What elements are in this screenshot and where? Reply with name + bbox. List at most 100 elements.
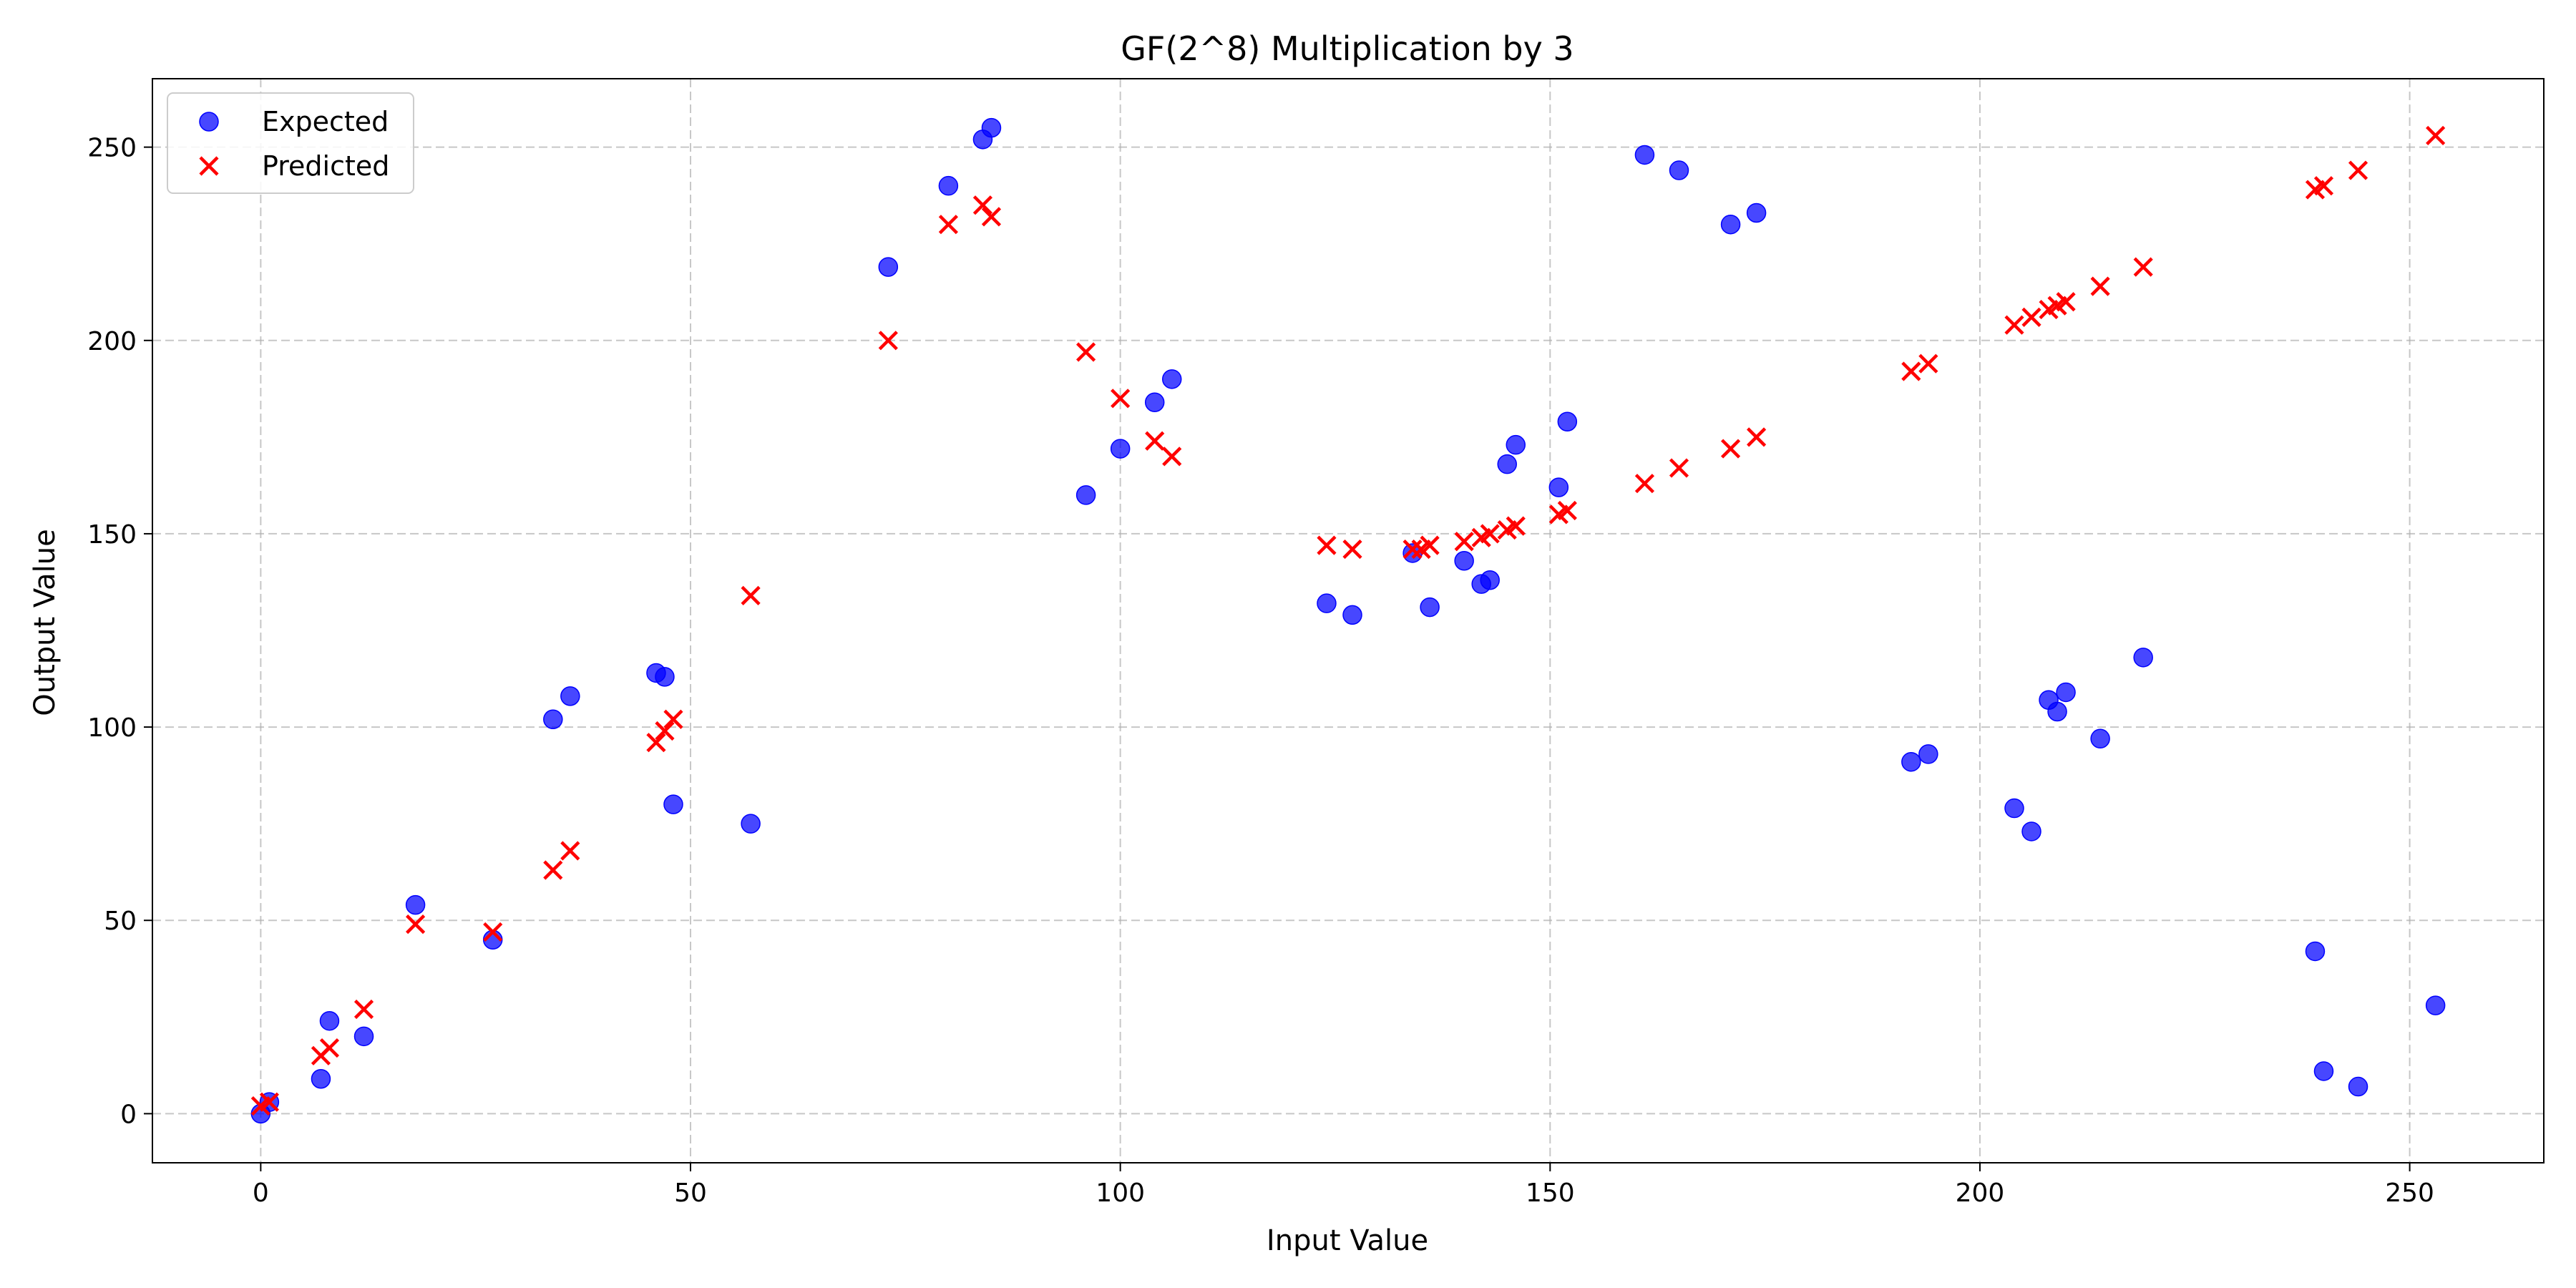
data-points xyxy=(250,117,2446,1124)
predicted-point xyxy=(353,999,374,1020)
expected-point xyxy=(543,709,563,730)
expected-point xyxy=(1075,485,1096,505)
expected-point xyxy=(1420,597,1440,618)
y-tick-label: 0 xyxy=(120,1100,137,1129)
predicted-point xyxy=(2426,125,2446,146)
expected-point xyxy=(2056,682,2076,703)
predicted-point xyxy=(560,841,580,861)
expected-point xyxy=(319,1010,340,1031)
expected-point xyxy=(1720,214,1741,235)
predicted-point xyxy=(2090,276,2110,296)
legend: Expected Predicted xyxy=(167,92,414,194)
expected-point xyxy=(663,794,683,814)
expected-point xyxy=(2425,995,2446,1015)
predicted-point xyxy=(319,1038,340,1058)
x-tick-label: 0 xyxy=(253,1179,269,1208)
x-axis-label: Input Value xyxy=(1267,1224,1428,1257)
predicted-point xyxy=(1918,353,1938,374)
expected-point xyxy=(1317,593,1337,613)
expected-point xyxy=(1161,369,1182,389)
predicted-point xyxy=(1162,447,1182,467)
expected-point xyxy=(878,257,899,277)
expected-point xyxy=(1454,551,1474,571)
y-tick-label: 200 xyxy=(87,327,137,356)
expected-point xyxy=(1918,744,1938,764)
expected-point xyxy=(353,1026,374,1047)
expected-point xyxy=(2348,1076,2368,1097)
x-tick-label: 200 xyxy=(1956,1179,2005,1208)
y-tick-label: 100 xyxy=(87,713,137,743)
predicted-point xyxy=(1317,535,1337,555)
y-tick-label: 250 xyxy=(87,134,137,163)
expected-point xyxy=(311,1069,331,1089)
predicted-point xyxy=(1342,539,1362,560)
predicted-point xyxy=(1420,535,1440,555)
expected-point xyxy=(2313,1061,2334,1081)
predicted-point xyxy=(655,721,675,741)
predicted-point xyxy=(2021,307,2041,327)
y-axis-label: Output Value xyxy=(29,529,62,716)
expected-point xyxy=(2090,728,2110,749)
predicted-point xyxy=(483,922,503,942)
expected-point xyxy=(2133,648,2153,668)
predicted-point xyxy=(2313,176,2334,196)
legend-box xyxy=(167,92,414,194)
predicted-point xyxy=(2348,160,2368,180)
predicted-point xyxy=(543,860,563,880)
x-tick-label: 50 xyxy=(674,1179,707,1208)
predicted-point xyxy=(938,215,958,235)
predicted-point xyxy=(1669,458,1689,478)
predicted-point xyxy=(406,914,426,935)
predicted-point xyxy=(981,207,1002,227)
expected-point xyxy=(1506,434,1526,455)
expected-point xyxy=(2047,701,2067,722)
predicted-point xyxy=(1480,524,1500,544)
predicted-point xyxy=(878,331,898,351)
predicted-point xyxy=(2004,315,2024,335)
expected-point xyxy=(1342,605,1362,625)
expected-point xyxy=(560,686,580,706)
expected-point xyxy=(1110,439,1131,459)
x-tick-label: 150 xyxy=(1526,1179,1575,1208)
expected-point xyxy=(655,667,675,687)
legend-label: Expected xyxy=(262,106,389,137)
expected-point xyxy=(1557,411,1578,431)
predicted-point xyxy=(741,585,761,605)
predicted-point xyxy=(2056,292,2076,312)
predicted-point xyxy=(1901,361,1921,381)
chart-title: GF(2^8) Multiplication by 3 xyxy=(1121,29,1574,68)
expected-point xyxy=(2004,798,2024,819)
legend-marker xyxy=(199,112,219,132)
y-tick-label: 50 xyxy=(104,907,137,936)
predicted-point xyxy=(1506,516,1526,536)
expected-point xyxy=(1480,570,1500,590)
grid-lines xyxy=(152,79,2544,1163)
expected-point xyxy=(741,814,761,834)
predicted-point xyxy=(1720,439,1741,459)
predicted-point xyxy=(646,733,666,753)
expected-point xyxy=(1634,145,1655,165)
predicted-point xyxy=(1557,500,1577,521)
predicted-point xyxy=(972,195,993,215)
expected-point xyxy=(981,117,1002,138)
expected-point xyxy=(2305,941,2326,962)
plot-frame xyxy=(152,78,2545,1163)
expected-point xyxy=(1144,392,1165,412)
axis-ticks: 0 50 100 150 200 250 0 50 100 150 200 250 xyxy=(87,134,2434,1208)
predicted-point xyxy=(2133,257,2153,277)
expected-point xyxy=(405,894,426,915)
predicted-point xyxy=(1634,474,1655,494)
expected-point xyxy=(1497,454,1517,474)
y-tick-label: 150 xyxy=(87,520,137,550)
predicted-point xyxy=(1747,427,1767,447)
predicted-point xyxy=(259,1092,279,1112)
predicted-point xyxy=(1111,389,1131,409)
expected-point xyxy=(1901,751,1921,772)
expected-point xyxy=(2021,821,2041,841)
predicted-point xyxy=(1402,539,1423,560)
predicted-point xyxy=(1076,342,1096,362)
expected-point xyxy=(1548,477,1569,497)
x-tick-label: 250 xyxy=(2385,1179,2434,1208)
